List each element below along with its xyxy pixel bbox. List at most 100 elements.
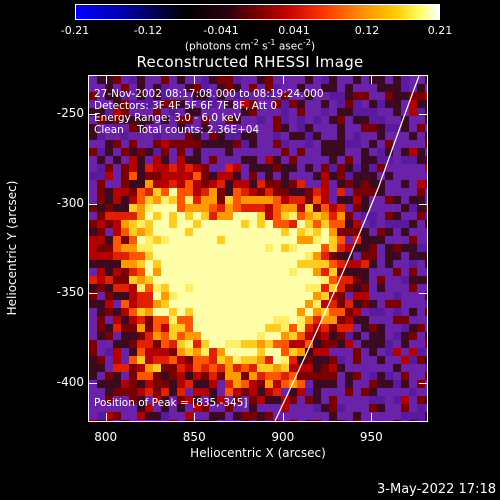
image-pixel [225, 308, 234, 317]
image-pixel [105, 204, 114, 213]
image-pixel [193, 324, 202, 333]
image-pixel [249, 84, 258, 93]
image-pixel [161, 308, 170, 317]
image-pixel [201, 396, 210, 405]
image-pixel [177, 196, 186, 205]
image-pixel [217, 116, 226, 125]
image-pixel [385, 356, 394, 365]
units-exponent: -2 [250, 38, 259, 47]
image-pixel [105, 244, 114, 253]
image-pixel [377, 140, 386, 149]
image-pixel [209, 284, 218, 293]
image-pixel [297, 300, 306, 309]
image-pixel [425, 148, 427, 157]
image-pixel [345, 276, 354, 285]
image-pixel [153, 228, 162, 237]
image-pixel [201, 244, 210, 253]
image-pixel [313, 308, 322, 317]
image-pixel [217, 108, 226, 117]
image-pixel [241, 284, 250, 293]
image-pixel [281, 252, 290, 261]
image-pixel [145, 236, 154, 245]
image-pixel [113, 92, 122, 101]
image-pixel [209, 132, 218, 141]
image-pixel [193, 372, 202, 381]
image-pixel [369, 124, 378, 133]
image-pixel [353, 116, 362, 125]
image-pixel [249, 100, 258, 109]
image-pixel [153, 292, 162, 301]
image-pixel [409, 324, 418, 333]
image-pixel [89, 132, 98, 141]
image-pixel [313, 100, 322, 109]
image-pixel [169, 124, 178, 133]
image-pixel [265, 340, 274, 349]
image-pixel [97, 156, 106, 165]
image-pixel [113, 124, 122, 133]
image-pixel [105, 308, 114, 317]
image-pixel [153, 156, 162, 165]
image-pixel [129, 252, 138, 261]
image-pixel [113, 204, 122, 213]
image-pixel [289, 260, 298, 269]
image-pixel [361, 156, 370, 165]
image-pixel [377, 92, 386, 101]
image-pixel [217, 196, 226, 205]
image-pixel [401, 380, 410, 389]
image-pixel [153, 284, 162, 293]
image-pixel [313, 380, 322, 389]
image-pixel [129, 268, 138, 277]
image-pixel [265, 292, 274, 301]
image-pixel [417, 76, 426, 85]
image-pixel [369, 396, 378, 405]
image-pixel [89, 260, 98, 269]
image-pixel [185, 140, 194, 149]
image-pixel [409, 212, 418, 221]
image-pixel [193, 284, 202, 293]
image-pixel [217, 284, 226, 293]
image-pixel [105, 164, 114, 173]
image-pixel [201, 404, 210, 413]
image-pixel [97, 228, 106, 237]
image-pixel [121, 308, 130, 317]
image-pixel [273, 260, 282, 269]
image-pixel [257, 332, 266, 341]
image-pixel [409, 180, 418, 189]
image-pixel [361, 324, 370, 333]
image-pixel [321, 228, 330, 237]
image-pixel [169, 212, 178, 221]
image-pixel [417, 108, 426, 117]
image-pixel [113, 372, 122, 381]
image-pixel [321, 260, 330, 269]
image-pixel [345, 236, 354, 245]
image-pixel [169, 220, 178, 229]
image-pixel [345, 188, 354, 197]
image-pixel [249, 228, 258, 237]
image-pixel [169, 396, 178, 405]
image-pixel [297, 396, 306, 405]
image-pixel [305, 316, 314, 325]
image-pixel [297, 140, 306, 149]
image-pixel [209, 108, 218, 117]
image-pixel [177, 364, 186, 373]
image-pixel [345, 244, 354, 253]
image-pixel [313, 268, 322, 277]
image-pixel [417, 292, 426, 301]
image-pixel [369, 244, 378, 253]
image-pixel [89, 188, 98, 197]
image-pixel [361, 244, 370, 253]
image-pixel [345, 356, 354, 365]
image-pixel [129, 116, 138, 125]
image-pixel [337, 100, 346, 109]
image-pixel [409, 148, 418, 157]
image-pixel [353, 276, 362, 285]
image-pixel [169, 316, 178, 325]
image-pixel [153, 268, 162, 277]
image-pixel [305, 268, 314, 277]
image-pixel [161, 276, 170, 285]
image-pixel [337, 108, 346, 117]
image-pixel [313, 180, 322, 189]
image-pixel [361, 404, 370, 413]
image-pixel [305, 84, 314, 93]
image-pixel [337, 412, 346, 421]
